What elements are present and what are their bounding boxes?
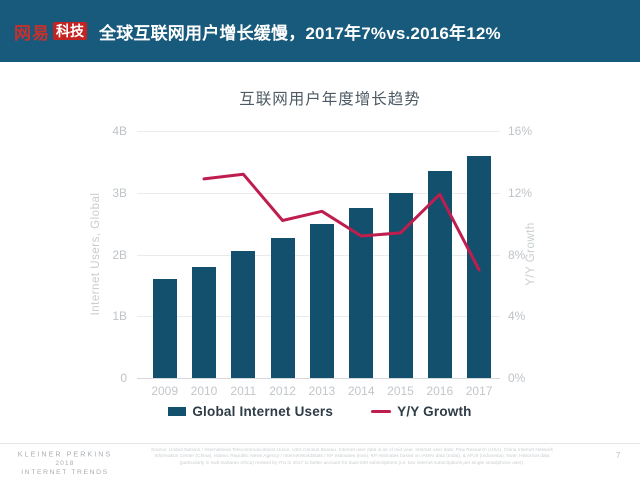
kp-brand-name: KLEINER PERKINS [17, 450, 113, 458]
x-axis-label: 2010 [190, 384, 218, 398]
netease-logo-text: 网易 [14, 23, 50, 43]
growth-line-layer [202, 172, 481, 272]
bar-2009 [152, 279, 177, 378]
left-axis-tick: 4B [112, 124, 127, 138]
legend-item-growth: Y/Y Growth [371, 404, 472, 419]
line-swatch-icon [371, 410, 392, 413]
x-axis-label: 2012 [269, 384, 296, 398]
chart-title: 互联网用户年度增长趋势 [239, 91, 421, 108]
gridline [137, 192, 500, 194]
right-axis-tick: 0% [508, 371, 526, 385]
x-axis-label: 2011 [230, 384, 257, 398]
bar-2010 [192, 266, 216, 378]
x-axis-label: 2013 [308, 384, 336, 398]
header-bar: 网易 科技 全球互联网用户增长缓慢，2017年7%vs.2016年12% [0, 0, 640, 62]
x-axis-label: 2017 [465, 384, 493, 398]
legend-label-users: Global Internet Users [192, 404, 334, 419]
gridline [137, 131, 500, 132]
x-axis-label: 2016 [426, 384, 454, 398]
legend-label-growth: Y/Y Growth [397, 404, 472, 419]
legend-item-users: Global Internet Users [168, 404, 333, 419]
right-axis-tick: 12% [508, 185, 533, 200]
right-axis-tick: 8% [508, 247, 526, 262]
tech-logo-badge: 科技 [53, 21, 87, 41]
footer-divider [0, 443, 640, 444]
left-axis-tick: 3B [112, 185, 127, 200]
x-axis-label: 2009 [151, 384, 179, 398]
legend: Global Internet Users Y/Y Growth [0, 404, 640, 419]
article-headline: 全球互联网用户增长缓慢，2017年7%vs.2016年12% [99, 23, 501, 43]
kleiner-perkins-branding: KLEINER PERKINS 2018 INTERNET TRENDS [1, 450, 129, 477]
netease-tech-logo: 网易 科技 [14, 19, 87, 44]
right-axis-tick: 4% [508, 309, 526, 324]
bar-2012 [270, 237, 295, 378]
yy-growth-line [202, 172, 481, 272]
left-axis-tick: 1B [112, 309, 127, 324]
bar-2013 [309, 223, 334, 378]
page-number: 7 [616, 451, 621, 460]
bar-2011 [231, 251, 256, 378]
x-axis-label: 2015 [387, 384, 414, 398]
bar-swatch-icon [168, 407, 187, 416]
right-axis-tick: 16% [508, 124, 533, 138]
bar-2016 [427, 171, 452, 378]
source-note: Source: United Nations / International T… [151, 447, 553, 465]
x-axis-label: 2014 [347, 384, 375, 398]
kp-brand-year: 2018 [55, 459, 75, 467]
plot-area [137, 131, 500, 379]
left-axis-tick: 0 [120, 371, 127, 385]
gridline [137, 378, 500, 379]
left-axis-tick: 2B [112, 247, 127, 262]
kp-brand-report: INTERNET TRENDS [21, 467, 109, 476]
